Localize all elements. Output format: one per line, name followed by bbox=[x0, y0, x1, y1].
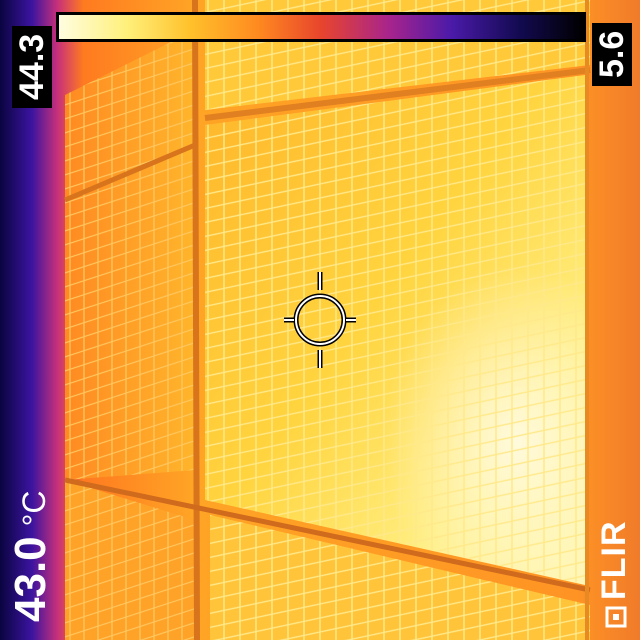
panel-frame-top bbox=[204, 67, 591, 121]
spot-temperature-unit: °C bbox=[16, 490, 52, 527]
temperature-scale-bar bbox=[56, 12, 586, 42]
solar-panel-bottom-left-cells bbox=[65, 480, 195, 640]
scale-min-label: 5.6 bbox=[592, 22, 632, 86]
crosshair-icon bbox=[284, 272, 356, 368]
scale-max-label: 44.3 bbox=[12, 25, 52, 108]
panel-frame-bottom bbox=[64, 477, 591, 593]
solar-panel-bottom-right-cells bbox=[210, 515, 590, 640]
solar-panel-main-cells bbox=[205, 75, 585, 585]
brand-logo: FLIR bbox=[595, 520, 633, 628]
panel-frame-vertical bbox=[192, 0, 200, 640]
spot-temperature-readout: 43.0 °C bbox=[6, 490, 57, 622]
solar-panel-left-cells bbox=[65, 30, 195, 480]
panel-frame-left-top bbox=[64, 142, 196, 203]
spot-temperature-value: 43.0 bbox=[6, 536, 55, 622]
flir-logo-icon bbox=[605, 606, 627, 628]
brand-name: FLIR bbox=[595, 520, 633, 600]
